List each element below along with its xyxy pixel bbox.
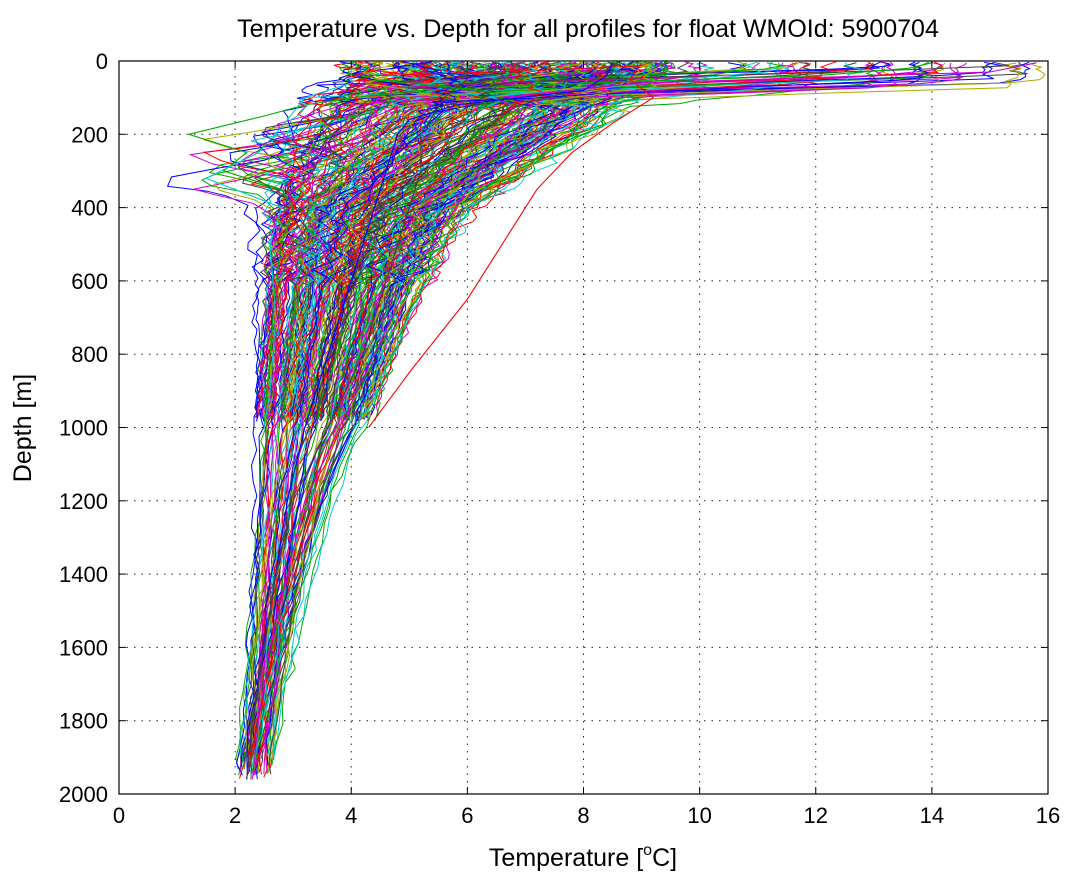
y-axis-label: Depth [m] (9, 374, 37, 482)
profile-line (267, 62, 581, 769)
y-tick-label: 2000 (59, 782, 108, 807)
profile-line (368, 62, 655, 428)
profile-line (239, 61, 505, 766)
profile-line (251, 62, 1037, 780)
x-tick-label: 4 (345, 803, 357, 828)
profile-line (202, 62, 650, 416)
profile-line (321, 61, 1010, 419)
profile-line (329, 62, 747, 420)
profile-lines (166, 61, 1046, 780)
profile-line (341, 61, 568, 417)
y-tick-label: 1600 (59, 635, 108, 660)
y-tick-label: 800 (71, 342, 108, 367)
profile-line (246, 61, 930, 776)
profile-line (262, 62, 548, 420)
profile-line (229, 61, 362, 419)
profile-line (268, 62, 606, 775)
profile-line (246, 62, 468, 780)
x-tick-label: 6 (461, 803, 473, 828)
profile-line (313, 61, 460, 420)
profile-line (317, 61, 676, 420)
x-tick-label: 16 (1036, 803, 1060, 828)
y-tick-label: 1200 (59, 489, 108, 514)
profile-line (248, 62, 530, 765)
y-tick-label: 1800 (59, 709, 108, 734)
profile-line (299, 62, 465, 417)
x-axis-label-main: Temperature [ (489, 844, 643, 872)
profile-line (299, 61, 469, 418)
profile-line (186, 62, 933, 428)
y-tick-label: 1000 (59, 416, 108, 441)
y-tick-label: 200 (71, 122, 108, 147)
y-tick-label: 600 (71, 269, 108, 294)
profile-line (299, 62, 480, 417)
x-tick-label: 8 (577, 803, 589, 828)
profile-line (240, 62, 569, 768)
profile-line (349, 62, 658, 417)
profile-line (204, 62, 352, 428)
profile-line (251, 61, 675, 758)
profile-line (254, 62, 864, 763)
axis-ticks: 0 2 4 6 8 10 12 14 16 0 200 400 600 800 1000 1200 1400 16… (59, 49, 1060, 828)
x-tick-label: 14 (920, 803, 944, 828)
y-tick-label: 400 (71, 196, 108, 221)
profile-line (166, 61, 403, 422)
y-tick-label: 1400 (59, 562, 108, 587)
profile-line (333, 62, 543, 420)
x-axis-label-superscript: o (643, 842, 652, 859)
chart-title: Temperature vs. Depth for all profiles f… (237, 15, 939, 43)
profile-line (325, 62, 1022, 417)
profile-line (260, 62, 967, 420)
x-tick-label: 12 (804, 803, 828, 828)
profile-line (239, 61, 475, 765)
profile-line (251, 61, 761, 768)
x-tick-label: 0 (113, 803, 125, 828)
x-tick-label: 2 (229, 803, 241, 828)
x-axis-label: Temperature [oC] (489, 842, 677, 872)
y-tick-label: 0 (96, 49, 108, 74)
profile-line (257, 62, 443, 775)
profile-line (309, 61, 482, 418)
x-tick-label: 10 (687, 803, 711, 828)
profile-line (360, 61, 658, 421)
x-axis-label-unit: C] (652, 844, 677, 872)
profile-line (264, 62, 796, 419)
